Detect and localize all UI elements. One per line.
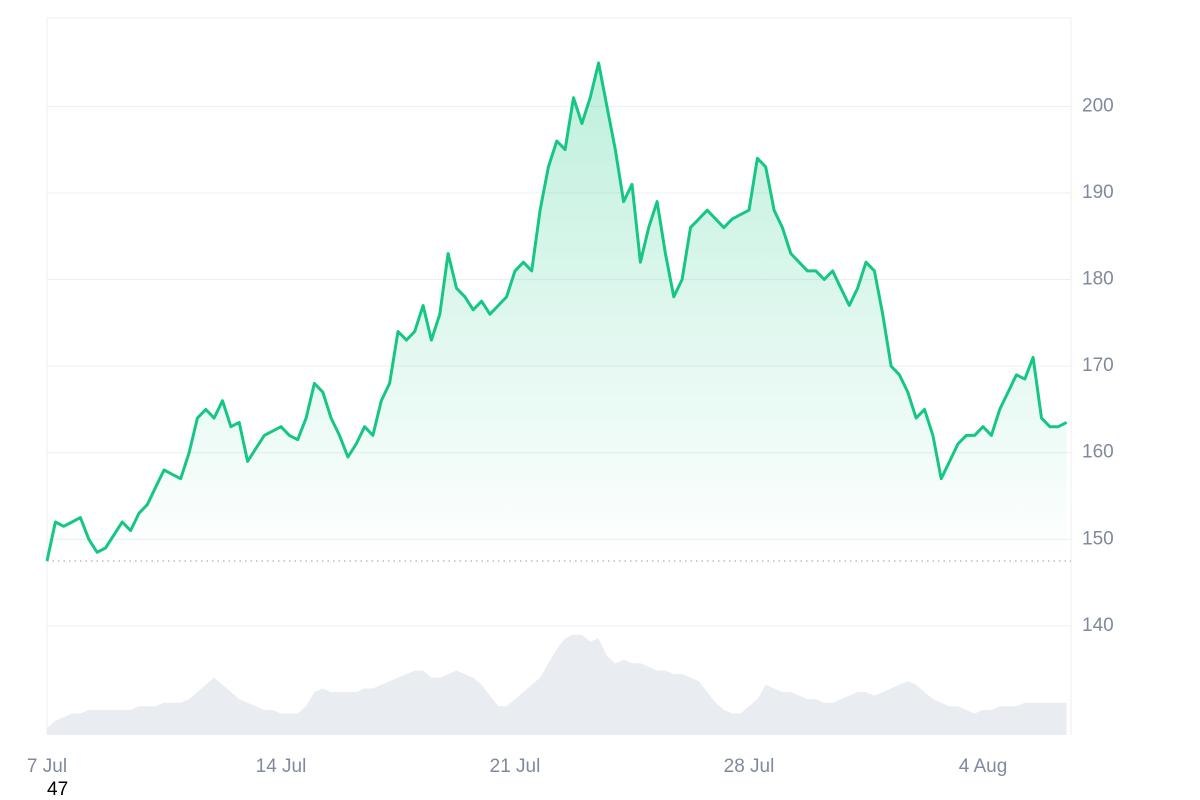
x-tick-label: 4 Aug [959, 756, 1008, 777]
y-tick-label: 150 [1082, 528, 1114, 549]
volume-area [47, 634, 1067, 735]
y-tick-label: 200 [1082, 95, 1114, 116]
price-area [47, 63, 1067, 561]
annotation: 47 [47, 779, 68, 800]
x-tick-label: 7 Jul [27, 756, 67, 777]
x-tick-label: 21 Jul [490, 756, 541, 777]
price-line [45, 61, 1068, 562]
x-tick-label: 14 Jul [256, 756, 307, 777]
y-tick-label: 170 [1082, 355, 1114, 376]
y-tick-label: 180 [1082, 269, 1114, 290]
y-tick-label: 160 [1082, 442, 1114, 463]
y-tick-label: 190 [1082, 182, 1114, 203]
x-tick-label: 28 Jul [724, 756, 775, 777]
y-tick-label: 140 [1082, 615, 1114, 636]
